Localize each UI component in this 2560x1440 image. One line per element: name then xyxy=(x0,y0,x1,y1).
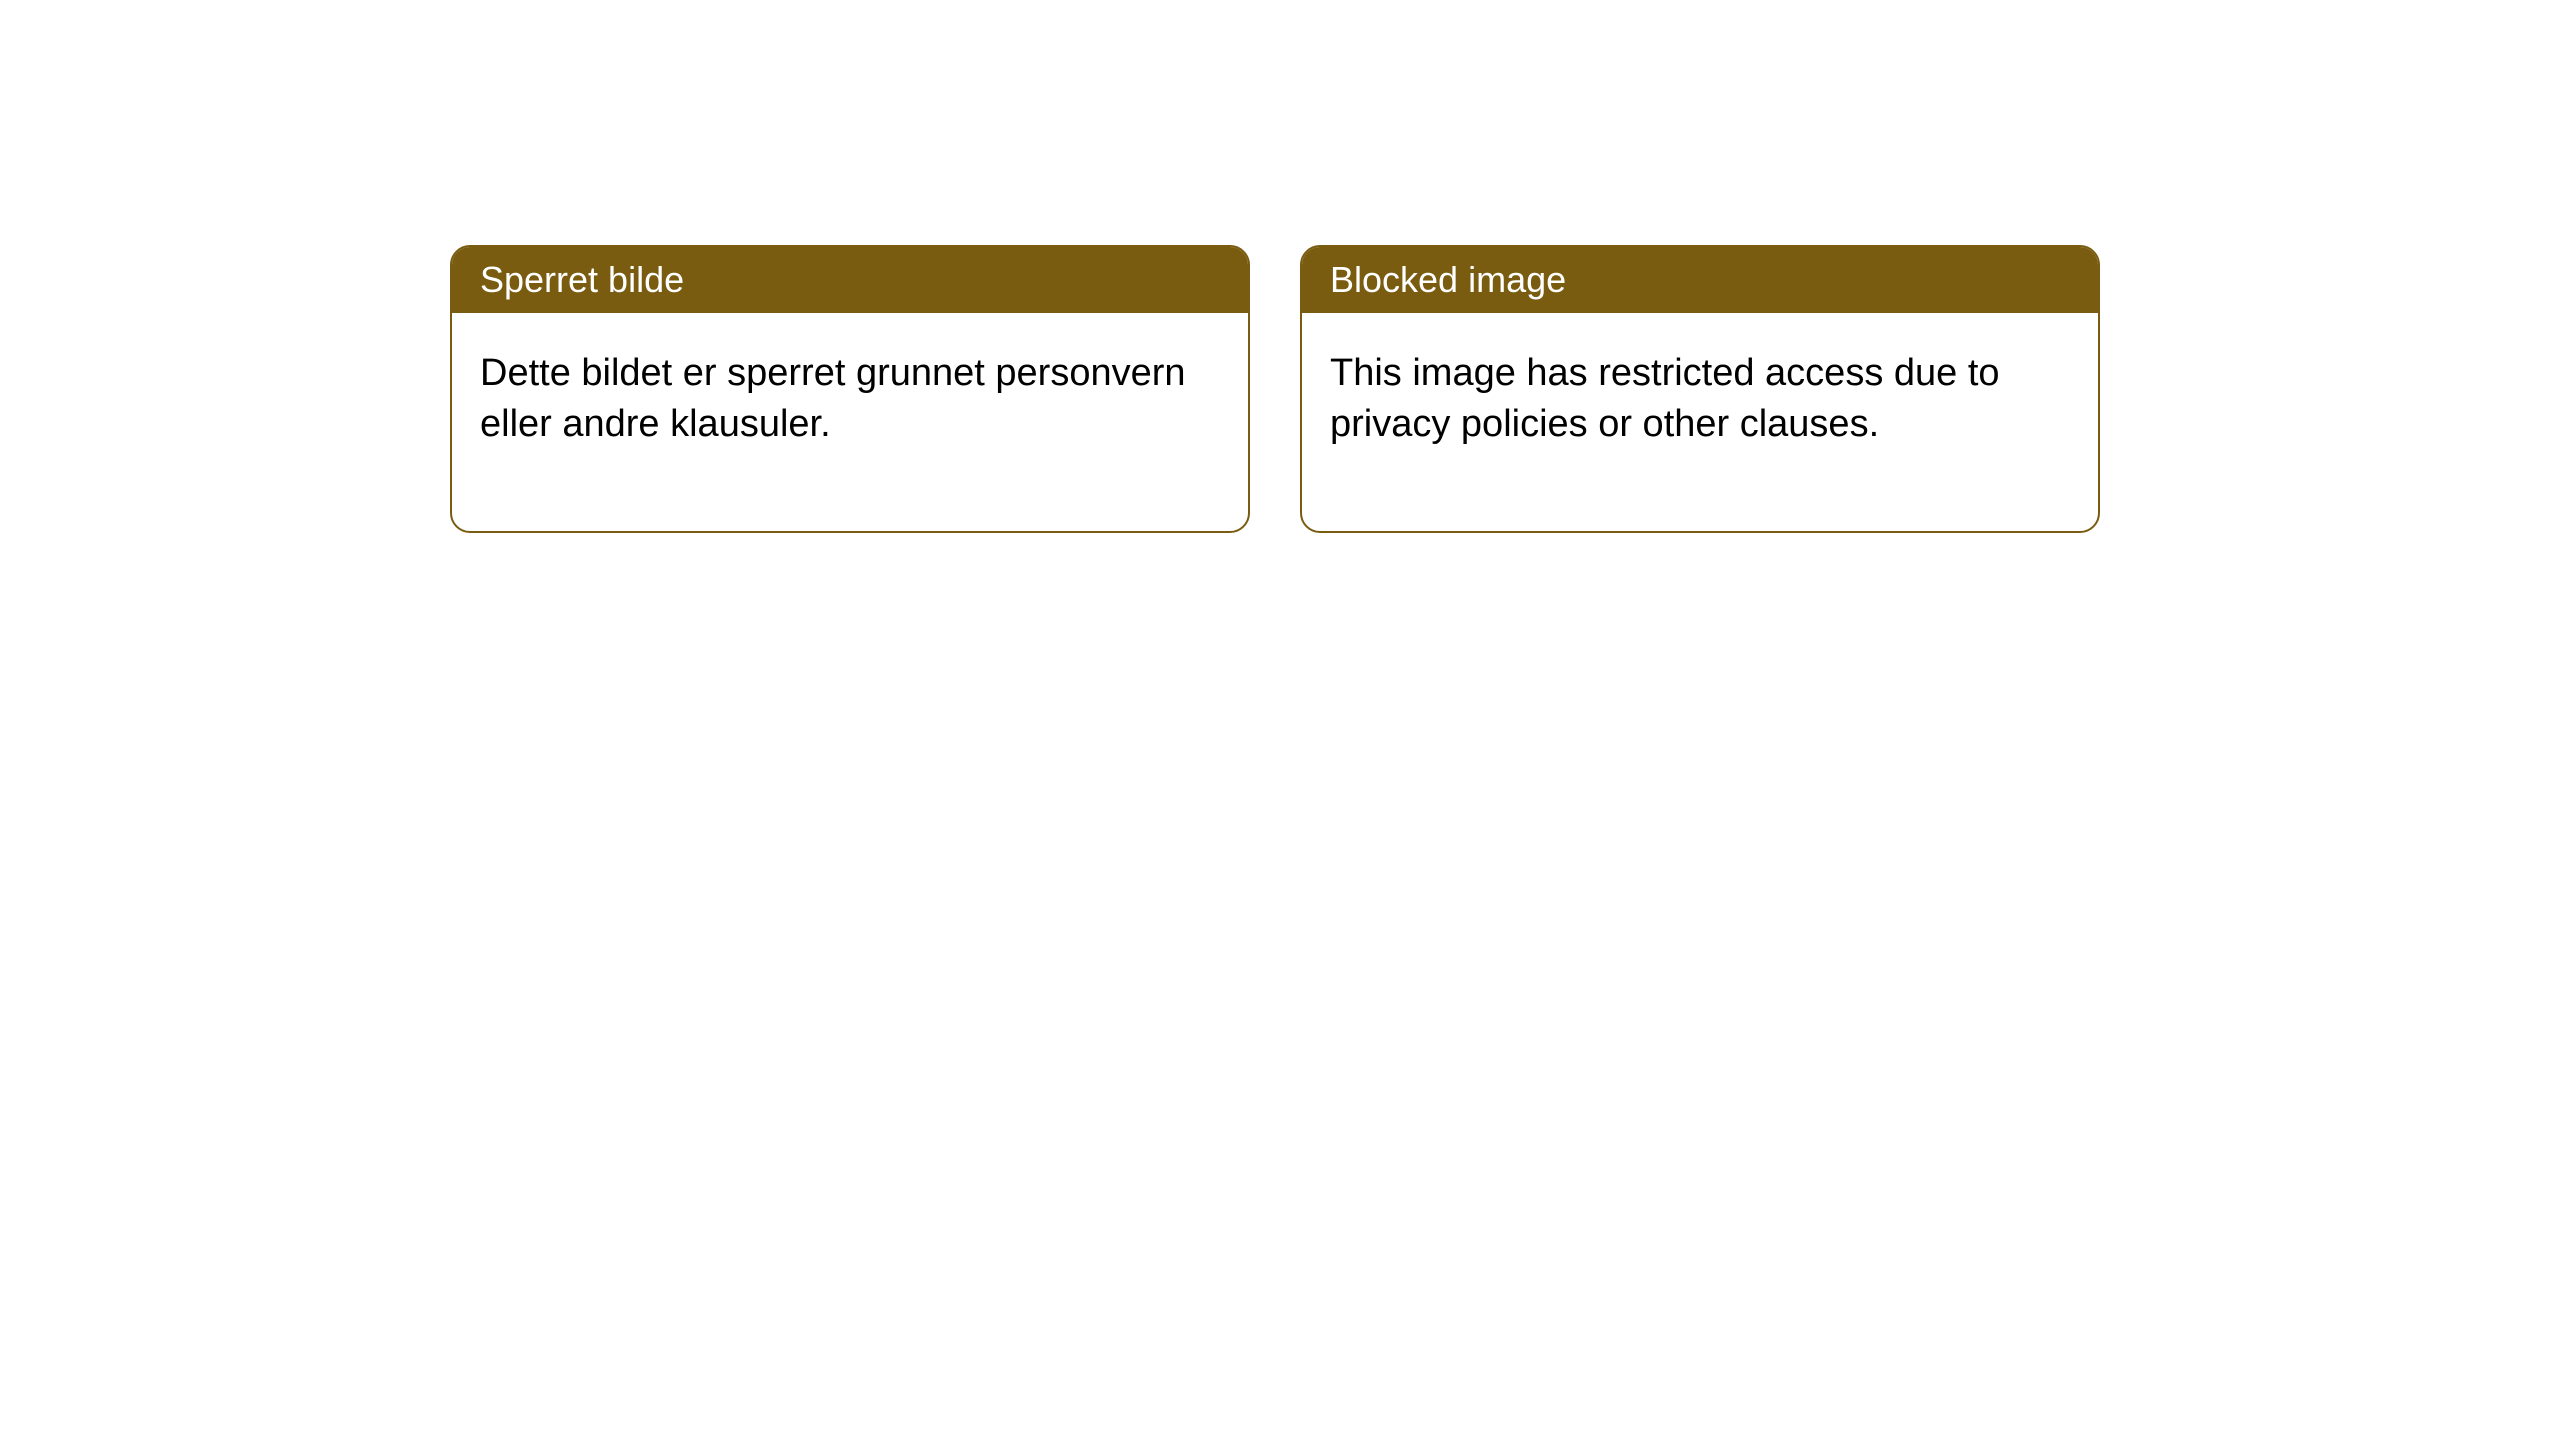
notice-body: Dette bildet er sperret grunnet personve… xyxy=(452,313,1248,531)
notice-header: Sperret bilde xyxy=(452,247,1248,313)
notice-body: This image has restricted access due to … xyxy=(1302,313,2098,531)
notice-container: Sperret bilde Dette bildet er sperret gr… xyxy=(450,245,2100,533)
notice-card-norwegian: Sperret bilde Dette bildet er sperret gr… xyxy=(450,245,1250,533)
notice-header: Blocked image xyxy=(1302,247,2098,313)
notice-card-english: Blocked image This image has restricted … xyxy=(1300,245,2100,533)
